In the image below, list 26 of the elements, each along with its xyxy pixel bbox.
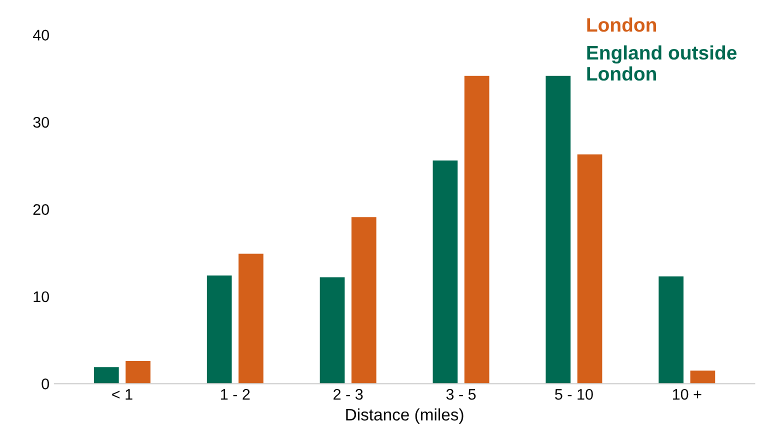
x-tick-label: < 1 [112,389,132,400]
bar [320,277,345,384]
x-tick-label: 5 - 10 [555,388,593,400]
x-tick-label: 3 - 5 [446,388,476,400]
bar [546,76,571,384]
y-tick-label: 0 [42,378,49,390]
bar [432,160,458,384]
bar [94,367,119,384]
y-tick-label: 20 [33,204,50,215]
bar [577,154,602,384]
x-tick-label: 1 - 2 [221,388,250,400]
bar [690,370,716,384]
x-tick-label: 10 + [672,388,702,400]
bar [206,276,232,384]
bar [126,361,150,384]
bar [351,217,376,384]
y-tick-label: 30 [33,116,50,128]
bar [238,254,264,384]
text: London [587,18,656,32]
bar [658,276,684,384]
x-axis-title: Distance (miles) [346,408,464,424]
y-tick-label: 40 [32,30,50,41]
bar [464,76,490,384]
series-label: England outside London [587,45,737,81]
y-tick-label: 10 [34,291,50,302]
x-tick-label: 2 - 3 [334,388,363,400]
